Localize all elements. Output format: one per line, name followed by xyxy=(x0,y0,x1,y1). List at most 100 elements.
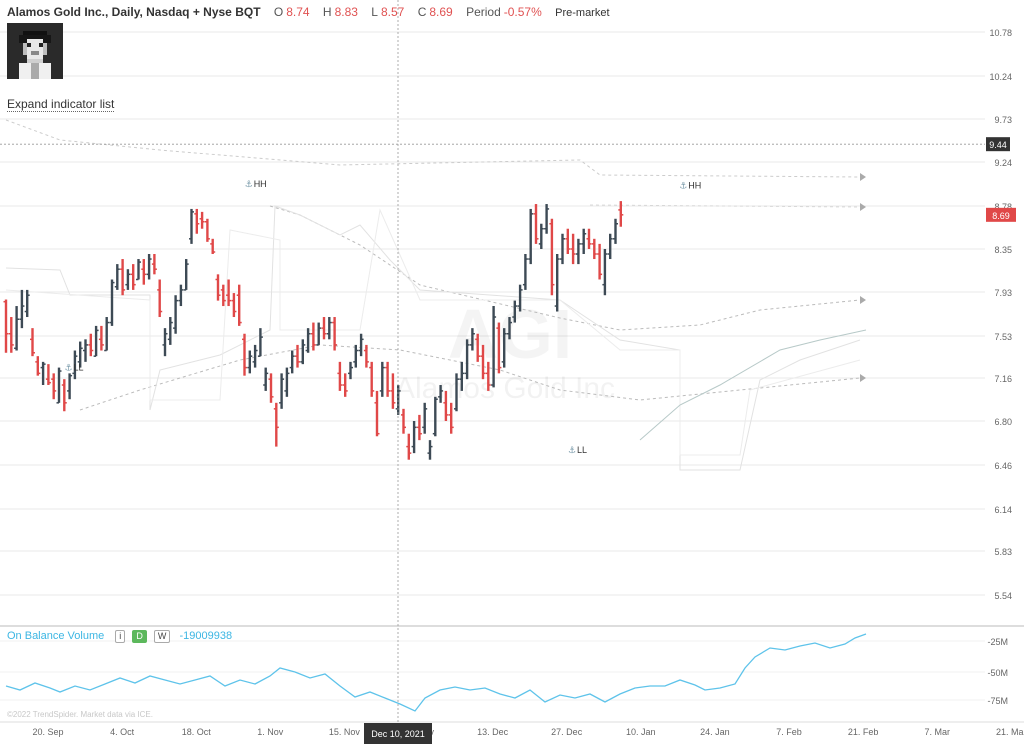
price-bar[interactable] xyxy=(189,208,194,244)
price-bar[interactable] xyxy=(432,396,438,437)
price-bar[interactable] xyxy=(146,254,152,280)
price-bar[interactable] xyxy=(512,300,518,323)
price-bar[interactable] xyxy=(268,373,274,403)
price-bar[interactable] xyxy=(565,228,571,255)
obv-weekly-button[interactable]: W xyxy=(153,630,171,643)
price-bar[interactable] xyxy=(310,322,316,351)
price-bar[interactable] xyxy=(443,390,449,421)
price-bar[interactable] xyxy=(438,385,444,403)
price-bar[interactable] xyxy=(104,317,110,352)
price-bar[interactable] xyxy=(522,254,528,290)
price-bar[interactable] xyxy=(358,333,364,357)
price-bar[interactable] xyxy=(257,328,263,357)
price-bar[interactable] xyxy=(480,344,486,380)
price-bar[interactable] xyxy=(369,361,375,397)
obv-daily-button[interactable]: D xyxy=(132,630,147,643)
price-bar[interactable] xyxy=(464,339,470,380)
price-bar[interactable] xyxy=(507,317,512,340)
price-bar[interactable] xyxy=(448,402,454,434)
price-bar[interactable] xyxy=(401,408,406,434)
price-bar[interactable] xyxy=(178,284,184,307)
price-bar[interactable] xyxy=(279,373,285,409)
price-bar[interactable] xyxy=(173,295,179,334)
price-bar[interactable] xyxy=(411,421,417,454)
price-bar[interactable] xyxy=(226,279,232,307)
price-bar[interactable] xyxy=(114,264,120,290)
price-bar[interactable] xyxy=(289,350,295,374)
obv-label[interactable]: On Balance Volume xyxy=(7,630,105,642)
price-bar[interactable] xyxy=(491,306,497,388)
price-bar[interactable] xyxy=(416,414,422,441)
price-bar[interactable] xyxy=(305,328,311,353)
price-bar[interactable] xyxy=(326,317,332,340)
price-bar[interactable] xyxy=(517,284,523,312)
price-bar[interactable] xyxy=(51,373,57,400)
price-bar[interactable] xyxy=(597,243,603,280)
price-bar[interactable] xyxy=(210,238,216,255)
price-bar[interactable] xyxy=(157,279,163,318)
price-bar[interactable] xyxy=(141,259,147,285)
price-bar[interactable] xyxy=(3,299,9,353)
price-bar[interactable] xyxy=(469,328,475,351)
price-bar[interactable] xyxy=(231,293,237,318)
price-bar[interactable] xyxy=(247,350,253,374)
price-bar[interactable] xyxy=(533,204,539,244)
expand-indicator-list-link[interactable]: Expand indicator list xyxy=(7,97,115,112)
price-bar[interactable] xyxy=(61,379,67,412)
price-bar[interactable] xyxy=(199,211,205,229)
price-bar[interactable] xyxy=(67,373,73,400)
price-bar[interactable] xyxy=(77,341,83,368)
price-bar[interactable] xyxy=(406,433,412,460)
price-bar[interactable] xyxy=(363,344,369,368)
price-bar[interactable] xyxy=(321,317,327,340)
price-bar[interactable] xyxy=(194,208,200,234)
price-bar[interactable] xyxy=(273,402,279,447)
price-bar[interactable] xyxy=(316,322,322,346)
price-bar[interactable] xyxy=(263,367,269,391)
price-bar[interactable] xyxy=(56,367,62,404)
price-bar[interactable] xyxy=(554,254,560,312)
price-bar[interactable] xyxy=(136,259,141,281)
price-bar[interactable] xyxy=(390,373,396,409)
price-bar[interactable] xyxy=(8,317,14,353)
price-bar[interactable] xyxy=(242,333,247,376)
price-bar[interactable] xyxy=(45,364,51,386)
price-bar[interactable] xyxy=(607,233,613,260)
price-bar[interactable] xyxy=(204,218,210,242)
price-bar[interactable] xyxy=(35,356,41,376)
price-bar[interactable] xyxy=(570,233,576,265)
price-bar[interactable] xyxy=(162,328,168,357)
price-bar[interactable] xyxy=(220,284,226,307)
price-bar[interactable] xyxy=(342,373,348,397)
price-bar[interactable] xyxy=(348,361,353,380)
price-bar[interactable] xyxy=(83,339,88,362)
price-bar[interactable] xyxy=(618,201,624,227)
price-bar[interactable] xyxy=(125,269,131,290)
price-bar[interactable] xyxy=(591,238,597,260)
price-bar[interactable] xyxy=(501,328,507,368)
price-bar[interactable] xyxy=(602,249,608,296)
price-bar[interactable] xyxy=(586,228,592,249)
price-bar[interactable] xyxy=(19,289,25,329)
price-bar[interactable] xyxy=(14,306,20,351)
price-bar[interactable] xyxy=(167,317,173,345)
price-bar[interactable] xyxy=(560,233,565,265)
price-bar[interactable] xyxy=(72,350,78,380)
price-bar[interactable] xyxy=(353,344,359,368)
price-bar[interactable] xyxy=(544,204,550,234)
price-bar[interactable] xyxy=(98,325,104,351)
price-bar[interactable] xyxy=(475,333,481,362)
price-bar[interactable] xyxy=(183,259,189,291)
price-bar[interactable] xyxy=(284,367,290,397)
price-bar[interactable] xyxy=(109,279,115,326)
price-bar[interactable] xyxy=(485,361,491,391)
price-bar[interactable] xyxy=(459,361,465,391)
price-bar[interactable] xyxy=(24,289,30,318)
price-bar[interactable] xyxy=(454,373,459,412)
obv-info-button[interactable]: i xyxy=(115,630,126,643)
price-bar[interactable] xyxy=(300,339,306,365)
price-bar[interactable] xyxy=(422,402,428,434)
price-bar[interactable] xyxy=(581,228,587,255)
price-bar[interactable] xyxy=(496,322,502,374)
